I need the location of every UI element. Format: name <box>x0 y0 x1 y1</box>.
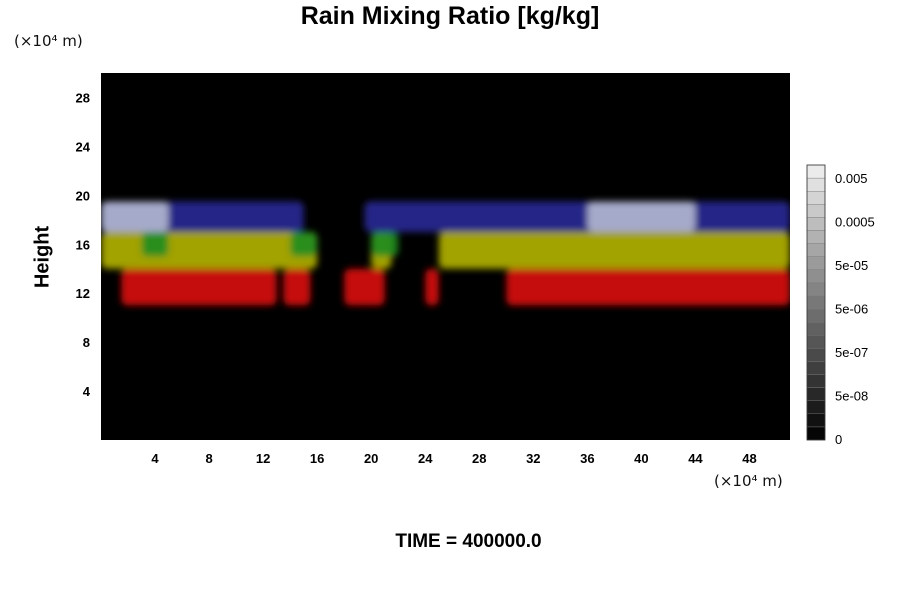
x-tick-label-8: 36 <box>580 451 594 466</box>
colorbar-level-17 <box>806 204 826 218</box>
colorbar-level-2 <box>806 400 826 415</box>
colorbar-level-12 <box>806 269 826 284</box>
band-4-segment-1 <box>587 201 696 233</box>
band-1-segment-2 <box>438 232 790 269</box>
band-0-segment-0 <box>121 268 277 306</box>
colorbar-label-4: 5e-07 <box>835 345 868 360</box>
y-tick-label-1: 8 <box>83 335 90 350</box>
x-tick-label-10: 44 <box>688 451 703 466</box>
colorbar-level-10 <box>806 295 826 310</box>
y-axis-unit: (×10⁴ m) <box>14 32 83 50</box>
colorbar-frame <box>806 164 826 441</box>
colorbar-level-7 <box>806 335 826 349</box>
x-tick-label-0: 4 <box>151 451 159 466</box>
colorbar-level-11 <box>806 282 826 297</box>
x-tick-label-6: 28 <box>472 451 486 466</box>
y-tick-label-4: 20 <box>76 188 90 203</box>
x-tick-label-5: 24 <box>418 451 433 466</box>
x-tick-label-9: 40 <box>634 451 648 466</box>
band-3-segment-1 <box>364 201 790 233</box>
colorbar-level-4 <box>806 374 826 388</box>
colorbar-level-13 <box>806 256 826 270</box>
colorbar-level-1 <box>806 413 826 428</box>
x-tick-label-1: 8 <box>205 451 212 466</box>
y-tick-label-6: 28 <box>76 90 90 105</box>
band-2-segment-2 <box>371 232 399 257</box>
colorbar-label-2: 5e-05 <box>835 258 868 273</box>
colorbar-label-5: 5e-08 <box>835 389 868 404</box>
colorbar-level-3 <box>806 387 826 401</box>
x-tick-label-7: 32 <box>526 451 540 466</box>
colorbar-level-0 <box>806 426 826 441</box>
colorbar-level-18 <box>806 190 826 205</box>
colorbar-level-16 <box>806 217 826 231</box>
x-axis-unit: (×10⁴ m) <box>714 472 783 490</box>
colorbar-label-1: 0.0005 <box>835 215 875 230</box>
colorbar-level-14 <box>806 243 826 257</box>
chart-title: Rain Mixing Ratio [kg/kg] <box>300 2 600 30</box>
colorbar-level-6 <box>806 348 826 362</box>
x-tick-label-2: 12 <box>256 451 270 466</box>
band-0-segment-2 <box>344 268 385 306</box>
y-tick-label-0: 4 <box>83 384 91 399</box>
x-tick-label-11: 48 <box>742 451 756 466</box>
band-4-segment-0 <box>101 201 169 233</box>
colorbar-label-3: 5e-06 <box>835 302 868 317</box>
y-tick-label-5: 24 <box>76 139 91 154</box>
band-0-segment-1 <box>283 268 311 306</box>
colorbar-level-15 <box>806 230 826 244</box>
band-0-segment-3 <box>425 268 439 306</box>
y-tick-label-2: 12 <box>76 286 90 301</box>
colorbar-level-8 <box>806 321 826 336</box>
x-tick-label-3: 16 <box>310 451 324 466</box>
band-1-segment-0 <box>101 232 318 269</box>
colorbar-level-9 <box>806 308 826 323</box>
colorbar-label-0: 0.005 <box>835 171 868 186</box>
band-2-segment-0 <box>141 232 169 257</box>
colorbar-level-20 <box>806 164 826 179</box>
band-0-segment-4 <box>506 268 790 306</box>
x-tick-label-4: 20 <box>364 451 378 466</box>
colorbar-label-6: 0 <box>835 432 842 447</box>
band-2-segment-1 <box>290 232 318 257</box>
time-label: TIME = 400000.0 <box>395 531 542 552</box>
colorbar-level-19 <box>806 177 826 192</box>
colorbar-level-5 <box>806 361 826 375</box>
y-tick-label-3: 16 <box>76 237 90 252</box>
